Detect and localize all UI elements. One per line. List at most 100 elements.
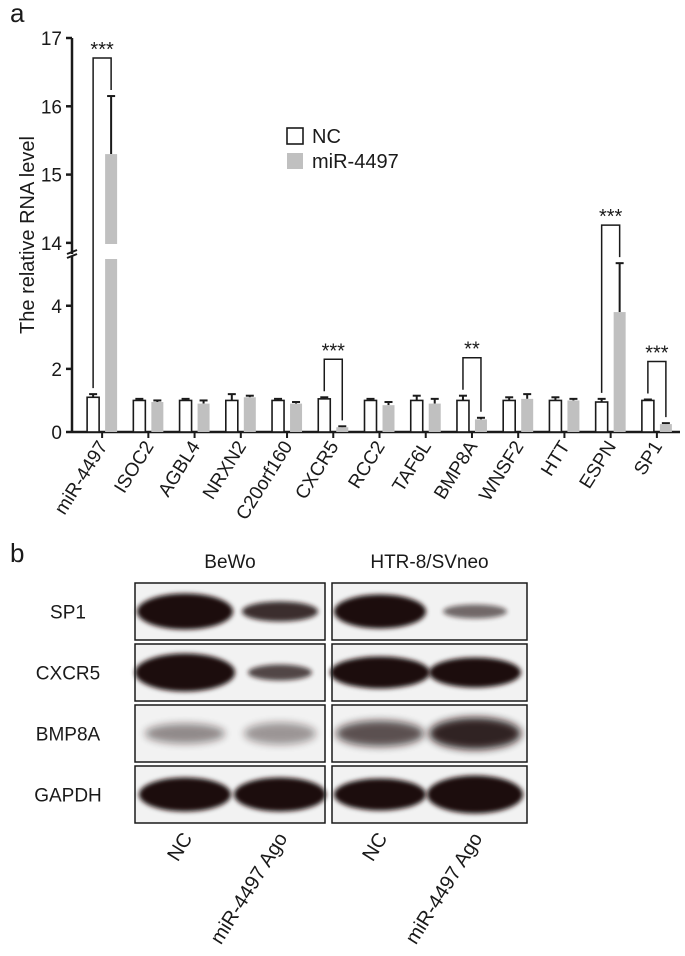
bar-break <box>104 244 119 259</box>
legend-label: NC <box>312 126 341 148</box>
bar <box>456 399 470 433</box>
significance-bracket <box>462 356 482 412</box>
blot-frame <box>134 582 326 641</box>
x-tick-label: CXCR5 <box>292 438 344 504</box>
blot-frame <box>134 643 326 702</box>
y-tick-label: 0 <box>51 423 62 444</box>
bar <box>428 403 441 432</box>
lane-label: NC <box>163 829 197 865</box>
blot-band <box>242 601 318 622</box>
blot-band <box>139 777 231 812</box>
significance-bracket <box>92 57 112 389</box>
y-tick-label: 2 <box>51 360 62 381</box>
axis-break <box>66 249 78 255</box>
bar <box>363 399 378 433</box>
protein-label: SP1 <box>50 603 86 624</box>
significance-label: *** <box>322 340 346 362</box>
bar <box>178 399 193 433</box>
x-tick-label: SP1 <box>630 438 667 480</box>
lane-label: miR-4497 Ago <box>401 829 487 948</box>
bar <box>225 399 239 433</box>
legend-label: miR-4497 <box>312 151 399 173</box>
x-tick-label: miR-4497 <box>51 438 112 519</box>
blot-band <box>429 657 521 688</box>
cell-line-label: HTR-8/SVneo <box>370 552 488 573</box>
bar <box>409 399 424 433</box>
bar <box>197 403 210 432</box>
significance-label: *** <box>599 206 623 228</box>
significance-label: *** <box>90 39 114 61</box>
blot-frame <box>331 582 528 641</box>
blot-band <box>248 664 312 681</box>
y-tick-label: 15 <box>41 166 62 187</box>
bar <box>290 403 303 432</box>
bar <box>336 427 349 432</box>
x-tick-label: ESPN <box>576 438 621 493</box>
y-tick-label: 4 <box>51 297 62 318</box>
bar <box>243 397 256 432</box>
bar <box>659 424 672 432</box>
y-tick-label: 17 <box>41 29 62 50</box>
cell-line-label: BeWo <box>204 552 255 573</box>
axis-break <box>66 253 78 259</box>
blot-frame <box>134 704 326 763</box>
bar <box>613 312 626 432</box>
blot-band <box>443 604 507 619</box>
blot-frame <box>331 643 528 702</box>
blot-band <box>336 720 424 747</box>
x-tick-label: AGBL4 <box>155 437 206 500</box>
bar <box>521 398 534 432</box>
significance-label: *** <box>645 342 669 364</box>
bar <box>474 419 487 432</box>
lane-label: miR-4497 Ago <box>206 829 292 948</box>
protein-label: BMP8A <box>36 725 101 746</box>
bar <box>271 399 285 433</box>
blot-band <box>145 723 225 744</box>
x-tick-label: NRXN2 <box>199 438 251 504</box>
significance-bracket <box>600 224 621 393</box>
blot-band <box>330 656 430 689</box>
blot-band <box>244 722 316 745</box>
y-axis-title: The relative RNA level <box>17 136 39 334</box>
bar <box>151 402 164 432</box>
blot-band <box>334 778 426 811</box>
blot-frame <box>134 765 326 824</box>
bar <box>132 399 147 433</box>
legend-swatch <box>287 153 303 169</box>
bar <box>317 398 332 433</box>
blot-band <box>427 775 523 814</box>
blot-band <box>137 593 233 630</box>
blot-frame <box>331 704 528 763</box>
panel-label: b <box>10 538 24 568</box>
bar <box>594 401 609 433</box>
bar <box>502 399 516 433</box>
significance-bracket <box>647 360 667 418</box>
bar <box>86 396 100 433</box>
blot-band <box>234 777 326 812</box>
protein-label: GAPDH <box>34 786 102 807</box>
bar <box>641 399 655 433</box>
x-tick-label: ISOC2 <box>111 438 159 497</box>
y-tick-label: 14 <box>41 234 63 255</box>
bar <box>548 399 563 433</box>
lane-label: NC <box>358 829 392 865</box>
significance-label: ** <box>464 339 480 361</box>
blot-band <box>429 717 521 750</box>
blot-band <box>334 594 426 629</box>
x-tick-label: RCC2 <box>345 438 390 493</box>
y-tick-label: 16 <box>41 97 62 118</box>
legend-swatch <box>286 127 304 145</box>
significance-bracket <box>323 358 344 421</box>
x-tick-label: HTT <box>537 437 575 480</box>
protein-label: CXCR5 <box>36 664 100 685</box>
blot-band <box>135 653 235 692</box>
x-tick-label: WNSF2 <box>475 438 528 506</box>
bar <box>382 405 395 432</box>
bar <box>567 400 580 432</box>
bar <box>105 154 118 432</box>
blot-frame <box>331 765 528 824</box>
x-tick-label: BMP8A <box>430 437 482 503</box>
panel-label: a <box>10 0 25 28</box>
